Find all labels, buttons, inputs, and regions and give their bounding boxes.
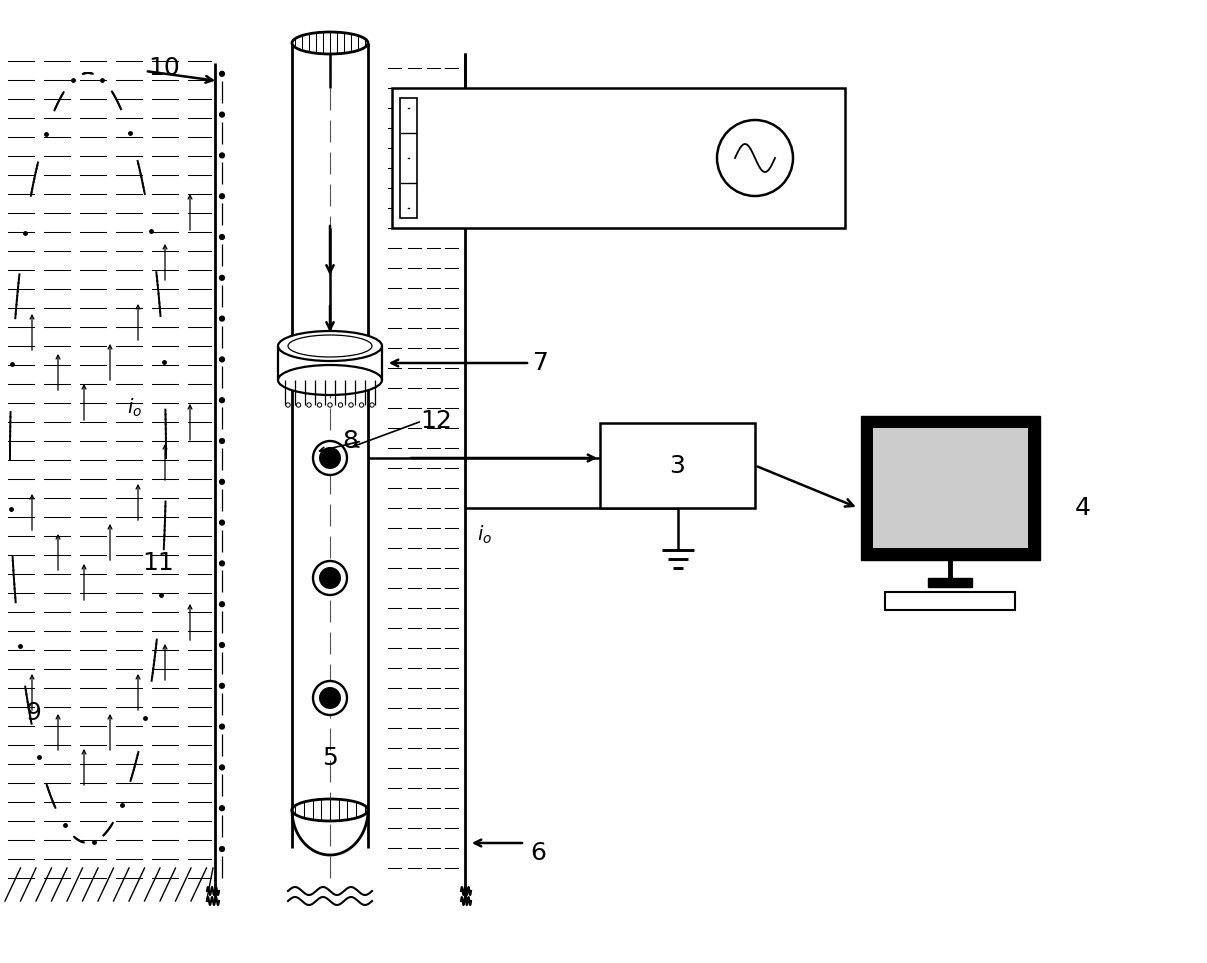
- Bar: [861, 416, 1039, 560]
- Circle shape: [296, 403, 301, 407]
- Circle shape: [220, 765, 225, 769]
- Circle shape: [360, 403, 363, 407]
- Ellipse shape: [292, 799, 368, 821]
- Circle shape: [313, 681, 346, 715]
- Circle shape: [338, 403, 343, 407]
- Circle shape: [286, 403, 290, 407]
- Text: 1: 1: [807, 146, 824, 170]
- Bar: [392, 88, 845, 228]
- Circle shape: [313, 561, 346, 595]
- Circle shape: [220, 398, 225, 403]
- Bar: [873, 428, 1027, 548]
- Circle shape: [220, 806, 225, 811]
- Text: 6: 6: [530, 841, 546, 865]
- Bar: [927, 578, 973, 587]
- Circle shape: [220, 71, 225, 76]
- Text: 7: 7: [533, 351, 549, 375]
- Text: 8: 8: [342, 429, 358, 453]
- Circle shape: [319, 567, 342, 589]
- Circle shape: [313, 441, 346, 475]
- Circle shape: [220, 480, 225, 484]
- Text: 9: 9: [25, 701, 41, 725]
- Circle shape: [220, 194, 225, 198]
- Ellipse shape: [278, 331, 381, 361]
- Circle shape: [220, 846, 225, 851]
- Ellipse shape: [292, 32, 368, 54]
- Circle shape: [220, 235, 225, 240]
- Text: 12: 12: [420, 409, 451, 433]
- Text: $i_o$: $i_o$: [478, 524, 492, 546]
- Bar: [276, 346, 384, 380]
- Circle shape: [220, 642, 225, 647]
- Text: 4: 4: [1074, 496, 1090, 520]
- Circle shape: [307, 403, 311, 407]
- Circle shape: [220, 684, 225, 689]
- Text: $i_o$: $i_o$: [128, 397, 142, 419]
- Bar: [400, 98, 416, 218]
- Circle shape: [220, 602, 225, 607]
- Circle shape: [317, 403, 322, 407]
- Text: 10: 10: [148, 56, 180, 80]
- Bar: [600, 423, 756, 508]
- Circle shape: [220, 113, 225, 117]
- Circle shape: [369, 403, 374, 407]
- Circle shape: [717, 120, 793, 196]
- Circle shape: [220, 153, 225, 158]
- Circle shape: [220, 438, 225, 443]
- Circle shape: [220, 520, 225, 525]
- Circle shape: [220, 275, 225, 280]
- Bar: [885, 592, 1015, 610]
- Text: 5: 5: [322, 746, 338, 770]
- Text: 3: 3: [670, 454, 686, 478]
- Circle shape: [319, 687, 342, 709]
- Ellipse shape: [278, 365, 381, 395]
- Circle shape: [319, 447, 342, 469]
- Circle shape: [220, 724, 225, 729]
- Bar: [292, 43, 368, 848]
- Ellipse shape: [288, 335, 372, 357]
- Text: 11: 11: [142, 551, 174, 575]
- Circle shape: [220, 357, 225, 362]
- Circle shape: [220, 316, 225, 321]
- Circle shape: [328, 403, 332, 407]
- Circle shape: [349, 403, 354, 407]
- Circle shape: [220, 561, 225, 566]
